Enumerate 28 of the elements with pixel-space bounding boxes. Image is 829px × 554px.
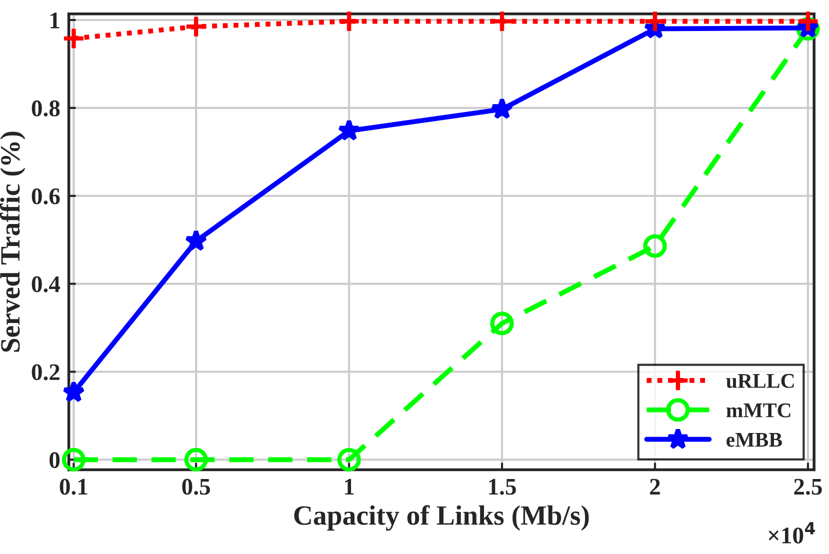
- y-tick-label: 0.2: [32, 364, 60, 380]
- point: [62, 448, 86, 472]
- x-tick-label: 1: [345, 478, 354, 495]
- y-tick-label: 1: [50, 12, 60, 28]
- point: [184, 448, 208, 472]
- text: ×10$^{4}$: [768, 522, 816, 544]
- y-tick-label: 0.6: [32, 188, 60, 204]
- x-axis-title: Capacity of Links (Mb/s): [294, 505, 589, 531]
- y-tick-label: 0: [50, 452, 60, 468]
- point: [337, 448, 361, 472]
- point: [490, 97, 514, 120]
- point: [643, 234, 667, 258]
- point: [184, 229, 208, 252]
- y-axis-title: Served Traffic (%): [0, 132, 26, 352]
- point: [62, 380, 86, 402]
- x-tick-label: 0.1: [60, 478, 88, 495]
- legend-label: eMBB: [726, 432, 782, 447]
- point: [184, 14, 208, 38]
- y-tick-label: 0.4: [32, 276, 60, 292]
- x-tick-label: 2: [650, 478, 660, 495]
- x-tick-label: 0.5: [182, 478, 210, 495]
- legend-label: mMTC: [726, 403, 790, 418]
- y-tick-label: 0.8: [32, 100, 60, 116]
- point: [338, 118, 360, 141]
- x-tick-label: 2.5: [794, 478, 822, 495]
- legend-label: uRLLC: [726, 374, 794, 388]
- x-tick-label: 1.5: [489, 478, 516, 495]
- point: [490, 312, 514, 336]
